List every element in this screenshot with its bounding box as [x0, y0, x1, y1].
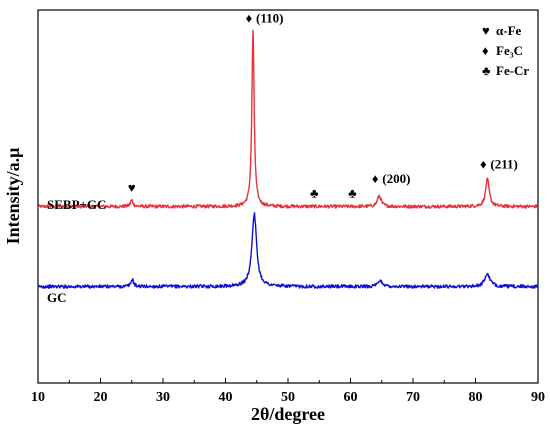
series-line-sebp-gc	[37, 29, 539, 209]
annotation-symbol-5: ♦	[480, 156, 487, 171]
x-tick-label-2: 30	[156, 390, 170, 405]
annotation-symbol-3: ♣	[348, 185, 357, 200]
legend: ♥ α-Fe ♦ Fe₃C ♣ Fe-Cr	[482, 23, 529, 78]
x-tick-label-6: 70	[406, 390, 420, 405]
series-layer	[37, 29, 539, 289]
series-line-gc	[37, 212, 539, 289]
x-tick-label-1: 20	[94, 390, 108, 405]
annotation-symbol-2: ♣	[310, 185, 319, 200]
legend-label-1: Fe₃C	[496, 43, 523, 58]
x-axis-ticks: 10 20 30 40 50 60 70 80 90	[31, 378, 545, 405]
y-axis-title: Intensity/a.μ	[3, 148, 23, 245]
x-tick-label-8: 90	[531, 390, 545, 405]
legend-label-2: Fe-Cr	[496, 63, 529, 78]
annotation-label-4: (200)	[382, 171, 410, 186]
annotation-symbol-4: ♦	[372, 171, 379, 186]
peak-annotations: ♥♦ (110)♣ ♣♦ (200)♦ (211)	[128, 11, 518, 201]
annotation-label-1: (110)	[256, 11, 283, 26]
legend-symbol-1: ♦	[482, 43, 489, 58]
legend-symbol-0: ♥	[482, 23, 490, 38]
legend-label-0: α-Fe	[496, 23, 522, 38]
annotation-label-5: (211)	[490, 156, 517, 171]
annotation-symbol-1: ♦	[246, 11, 253, 26]
series-label-gc: GC	[47, 290, 67, 305]
x-tick-label-3: 40	[219, 390, 233, 405]
x-tick-label-7: 80	[469, 390, 483, 405]
annotation-symbol-0: ♥	[128, 180, 136, 195]
series-label-sebp-gc: SEBP+GC	[47, 197, 106, 212]
x-tick-label-5: 60	[344, 390, 358, 405]
x-axis-title: 2θ/degree	[251, 404, 325, 424]
x-tick-label-0: 10	[31, 390, 45, 405]
plot-frame	[37, 9, 539, 384]
legend-symbol-2: ♣	[482, 63, 491, 78]
x-tick-label-4: 50	[281, 390, 295, 405]
